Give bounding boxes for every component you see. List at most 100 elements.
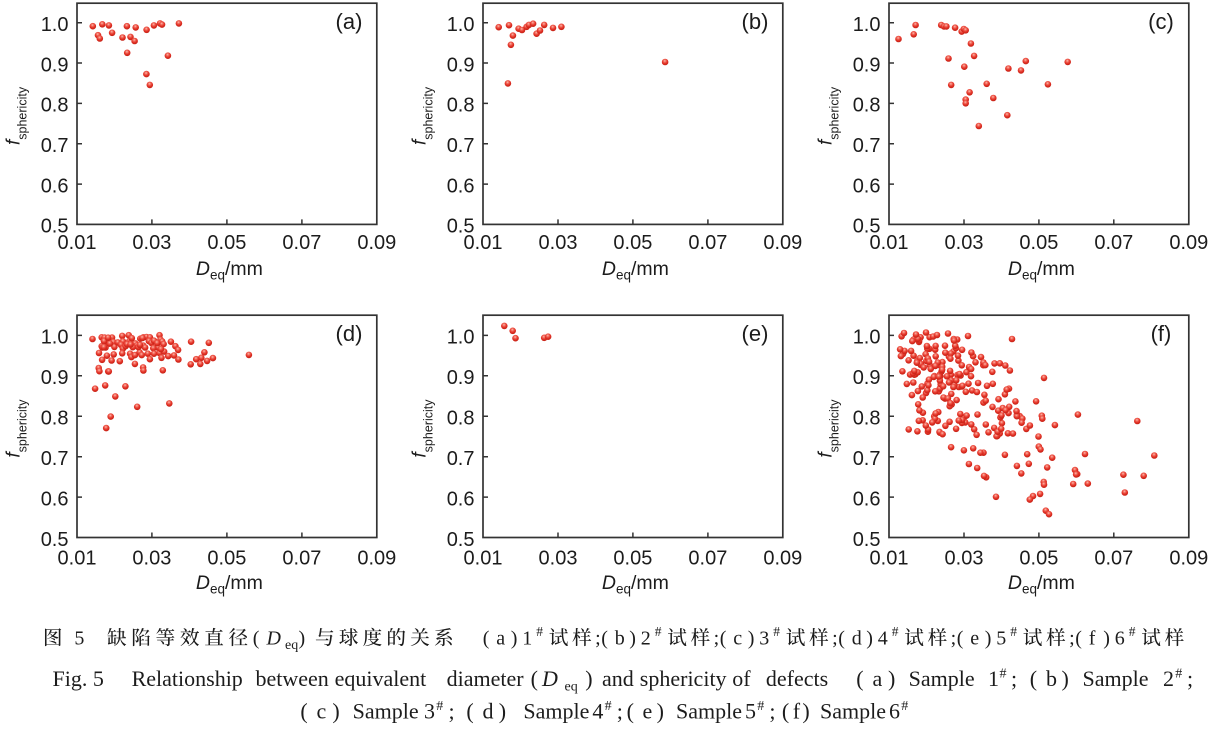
svg-text:and: and <box>602 666 634 691</box>
svg-text:0.09: 0.09 <box>763 547 802 569</box>
svg-text:0.8: 0.8 <box>41 95 69 117</box>
svg-text:Sample: Sample <box>676 699 742 724</box>
svg-text:c: c <box>733 628 742 650</box>
svg-text:Sample: Sample <box>909 666 975 691</box>
svg-text:): ) <box>866 628 873 650</box>
svg-text:0.6: 0.6 <box>41 175 69 197</box>
svg-text:D: D <box>266 628 282 650</box>
svg-text:0.01: 0.01 <box>58 547 97 569</box>
svg-text:0.9: 0.9 <box>853 54 881 76</box>
svg-text:0.9: 0.9 <box>447 54 475 76</box>
svg-text:1: 1 <box>988 666 999 691</box>
svg-text:): ) <box>1103 628 1110 650</box>
svg-text:): ) <box>299 628 306 650</box>
svg-text:0.07: 0.07 <box>1094 232 1133 254</box>
svg-text:Deq/mm: Deq/mm <box>196 572 263 597</box>
svg-text:0.8: 0.8 <box>853 408 881 430</box>
svg-text:0.03: 0.03 <box>945 232 984 254</box>
svg-text:(b): (b) <box>742 9 769 34</box>
svg-text:4: 4 <box>592 699 603 724</box>
svg-text:f: f <box>1089 628 1096 650</box>
svg-text:fsphericity: fsphericity <box>410 86 436 145</box>
svg-text:#: # <box>901 699 908 714</box>
svg-text:a: a <box>873 666 883 691</box>
svg-text:Deq/mm: Deq/mm <box>602 572 669 597</box>
svg-text:0.05: 0.05 <box>613 232 652 254</box>
svg-text:1.0: 1.0 <box>853 327 881 349</box>
svg-text:;: ; <box>769 699 775 724</box>
svg-text:0.5: 0.5 <box>853 216 881 238</box>
svg-text:0.9: 0.9 <box>41 367 69 389</box>
svg-text:Deq/mm: Deq/mm <box>1008 258 1075 283</box>
svg-text:;: ; <box>1187 666 1193 691</box>
svg-text:(: ( <box>782 699 789 724</box>
svg-text:#: # <box>655 624 662 639</box>
svg-text:0.09: 0.09 <box>1169 547 1208 569</box>
svg-text:(: ( <box>466 699 473 724</box>
svg-text:5: 5 <box>745 699 756 724</box>
svg-text:1.0: 1.0 <box>447 14 475 36</box>
svg-text:0.8: 0.8 <box>447 408 475 430</box>
svg-text:0.7: 0.7 <box>41 135 69 157</box>
svg-text:): ) <box>511 628 518 650</box>
svg-text:0.05: 0.05 <box>613 547 652 569</box>
svg-text:(: ( <box>601 628 608 650</box>
svg-text:fsphericity: fsphericity <box>410 399 436 458</box>
svg-text:0.01: 0.01 <box>870 232 909 254</box>
svg-text:#: # <box>892 624 899 639</box>
svg-text:2: 2 <box>1163 666 1174 691</box>
svg-text:0.9: 0.9 <box>447 367 475 389</box>
svg-text:0.07: 0.07 <box>688 547 727 569</box>
svg-text:between: between <box>256 666 329 691</box>
svg-text:0.09: 0.09 <box>357 547 396 569</box>
svg-text:0.8: 0.8 <box>447 95 475 117</box>
svg-text:5: 5 <box>74 628 84 650</box>
svg-text:6: 6 <box>1115 628 1125 650</box>
svg-text:0.5: 0.5 <box>853 529 881 551</box>
svg-text:0.7: 0.7 <box>41 448 69 470</box>
svg-text:b: b <box>615 628 625 650</box>
svg-text:(d): (d) <box>336 321 363 346</box>
svg-text:e: e <box>643 699 653 724</box>
svg-text:): ) <box>748 628 755 650</box>
svg-text:Relationship: Relationship <box>132 666 243 691</box>
svg-text:1.0: 1.0 <box>41 327 69 349</box>
svg-text:(: ( <box>1030 666 1037 691</box>
svg-text:5: 5 <box>996 628 1006 650</box>
svg-text:(: ( <box>856 666 863 691</box>
svg-text:(: ( <box>483 628 490 650</box>
svg-text:f: f <box>793 699 801 724</box>
svg-text:): ) <box>332 699 339 724</box>
svg-text:0.6: 0.6 <box>853 488 881 510</box>
svg-text:sphericity: sphericity <box>640 666 727 691</box>
svg-text:(: ( <box>720 628 727 650</box>
svg-text:Deq/mm: Deq/mm <box>196 258 263 283</box>
svg-text:0.05: 0.05 <box>1019 547 1058 569</box>
svg-text:Sample: Sample <box>820 699 886 724</box>
svg-text:#: # <box>536 624 543 639</box>
svg-text:0.03: 0.03 <box>132 547 171 569</box>
svg-text:#: # <box>1010 624 1017 639</box>
svg-text:d: d <box>483 699 494 724</box>
svg-text:): ) <box>985 628 992 650</box>
svg-text:): ) <box>802 699 809 724</box>
svg-text:fsphericity: fsphericity <box>4 399 30 458</box>
svg-text:0.8: 0.8 <box>853 95 881 117</box>
svg-text:#: # <box>1000 667 1007 682</box>
svg-text:4: 4 <box>878 628 888 650</box>
svg-text:D: D <box>541 666 558 691</box>
svg-text:d: d <box>852 628 862 650</box>
svg-text:3: 3 <box>424 699 435 724</box>
svg-text:0.09: 0.09 <box>1169 232 1208 254</box>
svg-text:(: ( <box>627 699 634 724</box>
svg-text:e: e <box>970 628 979 650</box>
svg-text:Sample: Sample <box>1083 666 1149 691</box>
svg-text:#: # <box>436 699 443 714</box>
svg-text:0.7: 0.7 <box>853 135 881 157</box>
svg-text:c: c <box>317 699 327 724</box>
svg-text:0.5: 0.5 <box>41 529 69 551</box>
svg-text:0.9: 0.9 <box>41 54 69 76</box>
svg-text:0.01: 0.01 <box>870 547 909 569</box>
svg-text:0.05: 0.05 <box>207 232 246 254</box>
svg-text:): ) <box>657 699 664 724</box>
